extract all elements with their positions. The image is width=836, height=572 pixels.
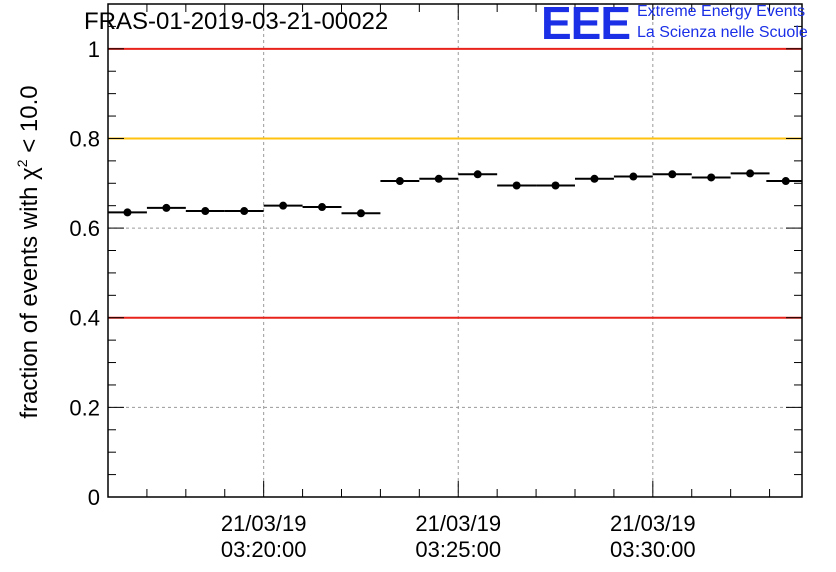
y-tick-label: 0.8 — [69, 126, 100, 151]
data-point — [434, 174, 443, 183]
data-points — [108, 169, 802, 218]
chart-title: FRAS-01-2019-03-21-00022 — [84, 8, 389, 35]
x-tick-label-date: 21/03/19 — [610, 511, 696, 536]
tick-labels: 00.20.40.60.8121/03/1903:20:0021/03/1903… — [69, 37, 695, 562]
y-axis-label: fraction of events with χ2 < 10.0 — [14, 85, 43, 418]
data-point — [551, 181, 560, 190]
x-tick-label-date: 21/03/19 — [415, 511, 501, 536]
y-axis-label-prefix: fraction of events with — [16, 180, 43, 419]
data-point — [746, 169, 755, 178]
data-point — [240, 207, 249, 216]
reference-lines — [108, 47, 802, 319]
logo-tagline-1: Extreme Energy Events — [637, 3, 806, 20]
data-point — [473, 170, 482, 179]
logo-tagline-2: La Scienza nelle Scuole — [637, 24, 808, 41]
data-point — [162, 203, 171, 212]
data-point — [395, 177, 404, 186]
data-point — [707, 173, 716, 182]
y-axis-label-symbol: χ — [16, 167, 43, 180]
data-point — [512, 181, 521, 190]
grid — [108, 4, 802, 497]
axes — [107, 3, 803, 498]
data-point — [668, 170, 677, 179]
x-tick-label-time: 03:20:00 — [221, 537, 307, 562]
y-tick-label: 1 — [88, 37, 100, 62]
x-tick-label-time: 03:30:00 — [610, 537, 696, 562]
data-point — [629, 172, 638, 181]
x-tick-label-time: 03:25:00 — [415, 537, 501, 562]
data-point — [590, 174, 599, 183]
data-point — [356, 209, 365, 218]
y-axis-label-suffix: < 10.0 — [16, 85, 43, 159]
y-tick-label: 0.4 — [69, 306, 100, 331]
data-point — [318, 203, 327, 212]
data-point — [781, 177, 790, 186]
y-axis-label-superscript: 2 — [14, 159, 30, 167]
eee-logo: EEE — [541, 0, 631, 49]
y-tick-label: 0 — [88, 485, 100, 510]
data-point — [279, 201, 288, 210]
data-point — [123, 208, 132, 217]
plot-frame — [107, 3, 803, 498]
y-tick-label: 0.6 — [69, 216, 100, 241]
x-tick-label-date: 21/03/19 — [221, 511, 307, 536]
y-tick-label: 0.2 — [69, 395, 100, 420]
data-point — [201, 207, 210, 216]
